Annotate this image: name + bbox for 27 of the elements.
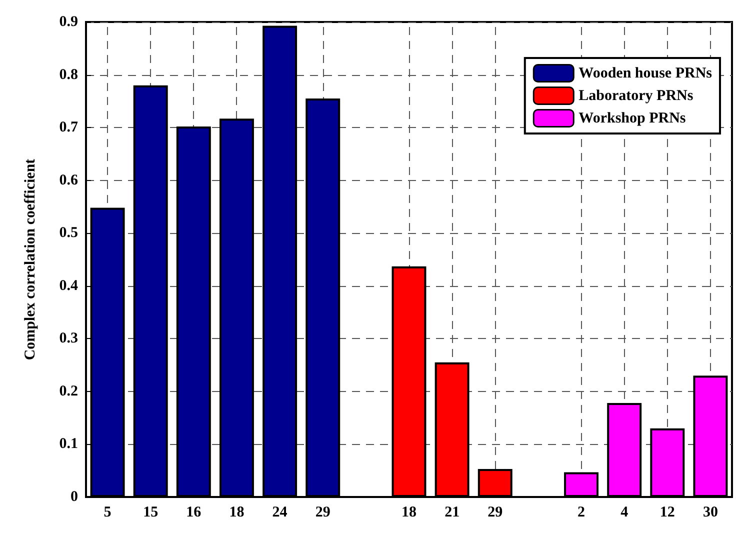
y-tick-label: 0 xyxy=(70,489,78,505)
x-tick-label: 30 xyxy=(702,504,718,520)
y-tick-label: 0.9 xyxy=(59,14,78,30)
x-tick-label: 18 xyxy=(229,504,244,520)
legend-label: Wooden house PRNs xyxy=(578,65,712,82)
x-tick-label: 18 xyxy=(402,504,416,520)
x-tick-label: 16 xyxy=(186,504,202,520)
x-tick-label: 5 xyxy=(104,504,112,520)
x-tick-label: 29 xyxy=(315,504,330,520)
x-tick-label: 24 xyxy=(272,504,288,520)
y-tick-label: 0.2 xyxy=(59,383,78,400)
y-tick-label: 0.4 xyxy=(59,278,78,294)
y-tick-label: 0.1 xyxy=(59,436,78,452)
y-tick-label: 0.7 xyxy=(59,120,78,136)
x-tick-label: 29 xyxy=(488,504,503,520)
y-tick-label: 0.6 xyxy=(59,172,78,188)
x-tick-label: 2 xyxy=(578,504,586,520)
legend-label: Laboratory PRNs xyxy=(578,88,694,104)
y-tick-label: 0.5 xyxy=(59,225,78,242)
y-tick-label: 0.8 xyxy=(59,66,78,83)
y-axis-title: Complex correlation coefficient xyxy=(22,158,38,360)
y-tick-label: 0.3 xyxy=(59,330,78,347)
x-tick-label: 15 xyxy=(143,504,158,520)
legend-label: Workshop PRNs xyxy=(578,110,686,126)
x-tick-label: 21 xyxy=(444,504,460,520)
x-tick-label: 12 xyxy=(660,504,675,520)
x-tick-label: 4 xyxy=(620,504,629,520)
